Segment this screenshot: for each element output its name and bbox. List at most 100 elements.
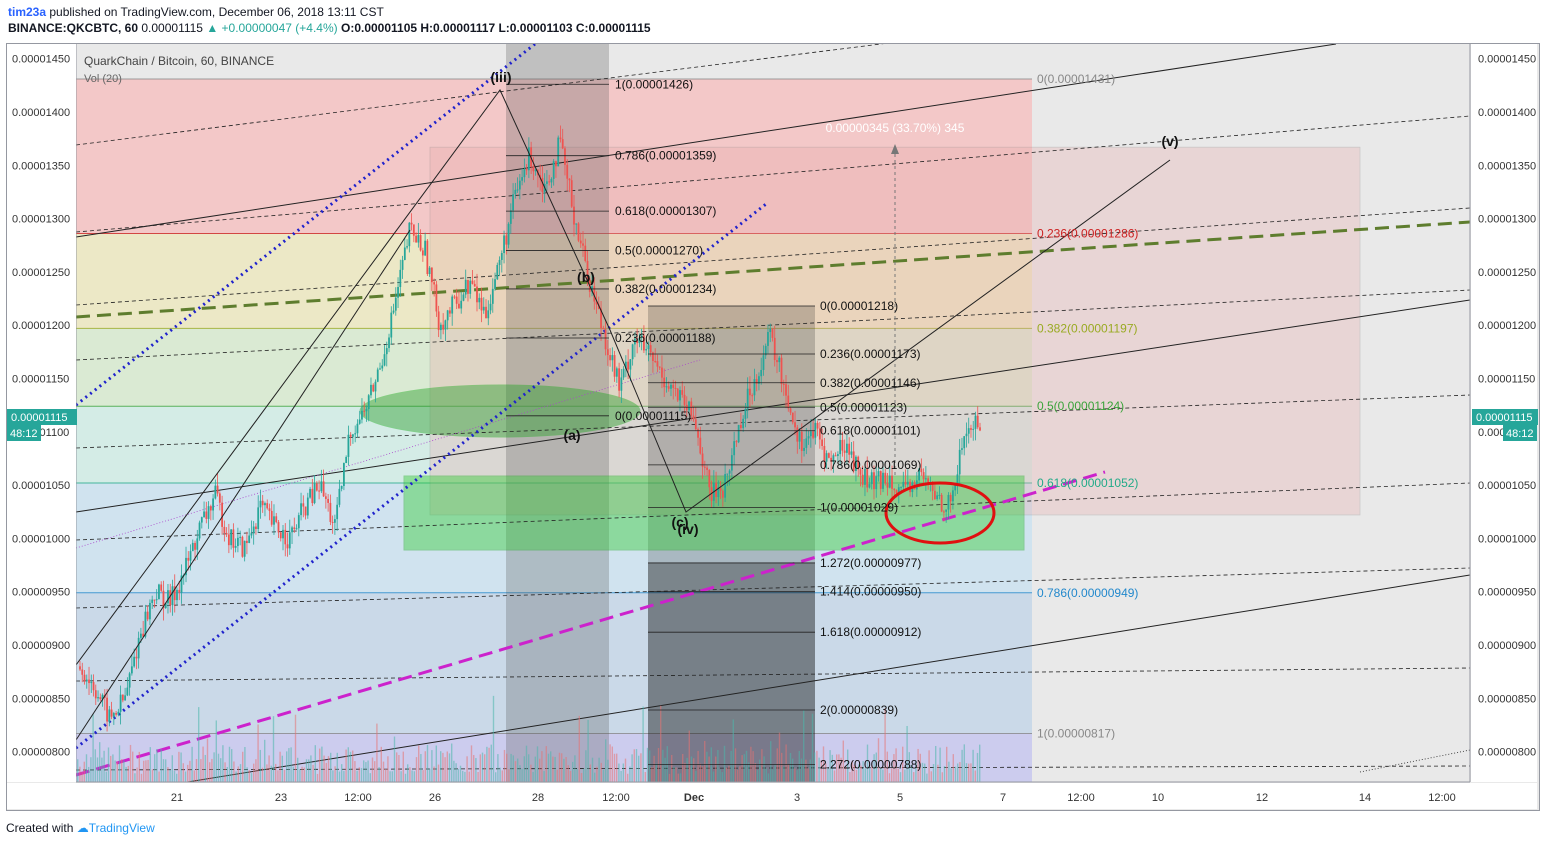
candle-body [760,369,763,377]
x-tick: 12:00 [344,792,372,804]
candle-body [370,384,372,396]
volume-bar [385,768,387,782]
volume-bar [774,764,776,782]
last-price: 0.00001115 [141,21,203,35]
candle-body [279,532,282,539]
volume-bar [473,755,475,782]
volume-bar [303,767,305,782]
candle-body [236,537,239,547]
volume-bar [266,764,268,782]
volume-bar [730,750,732,782]
candle-body [85,679,88,682]
candle-body [771,328,774,338]
volume-bar [607,759,609,782]
volume-bar [440,751,442,782]
volume-bar [565,757,567,782]
volume-bar [237,766,239,782]
volume-bar [587,719,589,782]
candle-body [780,357,783,384]
author-link[interactable]: tim23a [8,5,47,19]
volume-bar [853,764,855,782]
candle-body [453,296,456,298]
candle-body [527,147,530,171]
candle-body [340,485,343,489]
candle-body [403,247,406,260]
candle-body [264,503,266,506]
candle-body [967,428,970,434]
volume-bar [704,740,706,782]
volume-bar [292,766,294,782]
volume-bar [822,746,825,782]
volume-bar [446,751,448,782]
volume-bar [517,758,519,782]
fib-upper-label: 0.786(0.00001359) [615,149,716,163]
candle-body [823,445,826,462]
footer-brand[interactable]: TradingView [88,821,155,835]
volume-bar [448,753,451,782]
fib-right-label: 0.382(0.00001197) [1037,321,1138,335]
x-tick: 28 [532,792,544,804]
candle-body [875,476,878,490]
candle-body [489,303,492,311]
volume-bar [338,771,341,782]
candle-body [940,494,943,512]
candle-body [884,472,887,484]
volume-bar [475,758,477,782]
volume-bar [798,750,800,782]
time-zone-1 [506,44,609,782]
ohlc-values: O:0.00001105 H:0.00001117 L:0.00001103 C… [340,21,651,35]
candle-body [221,502,224,527]
volume-bar [462,770,464,782]
candle-body [94,690,97,699]
candle-body [503,235,505,254]
fib-lower-label: 1.618(0.00000912) [820,625,921,639]
volume-bar [979,744,981,782]
candle-body [358,419,361,424]
volume-bar [435,745,437,782]
candle-body [559,137,562,140]
volume-bar [143,760,145,782]
volume-bar [162,759,165,782]
candle-body [857,456,860,470]
x-tick: 12:00 [1067,792,1095,804]
volume-bar [367,760,369,782]
volume-bar [763,756,765,782]
candle-body [268,508,271,511]
candle-body [751,395,754,397]
volume-bar [684,762,686,782]
volume-bar [950,768,952,782]
candle-body [956,474,959,485]
candle-body [541,177,544,192]
candle-body [830,457,833,462]
candle-body [241,536,244,557]
volume-bar [609,744,611,782]
candle-body [566,164,569,179]
volume-bar [442,752,444,782]
candle-body [286,544,289,549]
candle-body [214,485,217,499]
candle-body [419,235,422,251]
volume-bar [107,747,110,782]
volume-bar [176,773,178,782]
candle-body [891,475,893,489]
candle-body [848,443,851,455]
candle-body [579,240,582,244]
candle-body [444,320,447,330]
candle-body [665,386,668,388]
channel-blue-upper [76,44,536,407]
candle-body [552,161,555,179]
volume-bar [552,756,554,782]
candle-body [101,694,104,700]
channel-blue-lower [76,202,767,750]
candle-body [821,439,824,446]
candle-body [902,481,905,487]
candle-body [710,487,713,501]
volume-bar [418,745,420,782]
candle-body [595,301,598,305]
candle-body [794,422,796,428]
candle-body [573,206,575,225]
candle-body [401,259,404,270]
volume-bar [264,739,266,782]
candle-body [613,355,616,377]
